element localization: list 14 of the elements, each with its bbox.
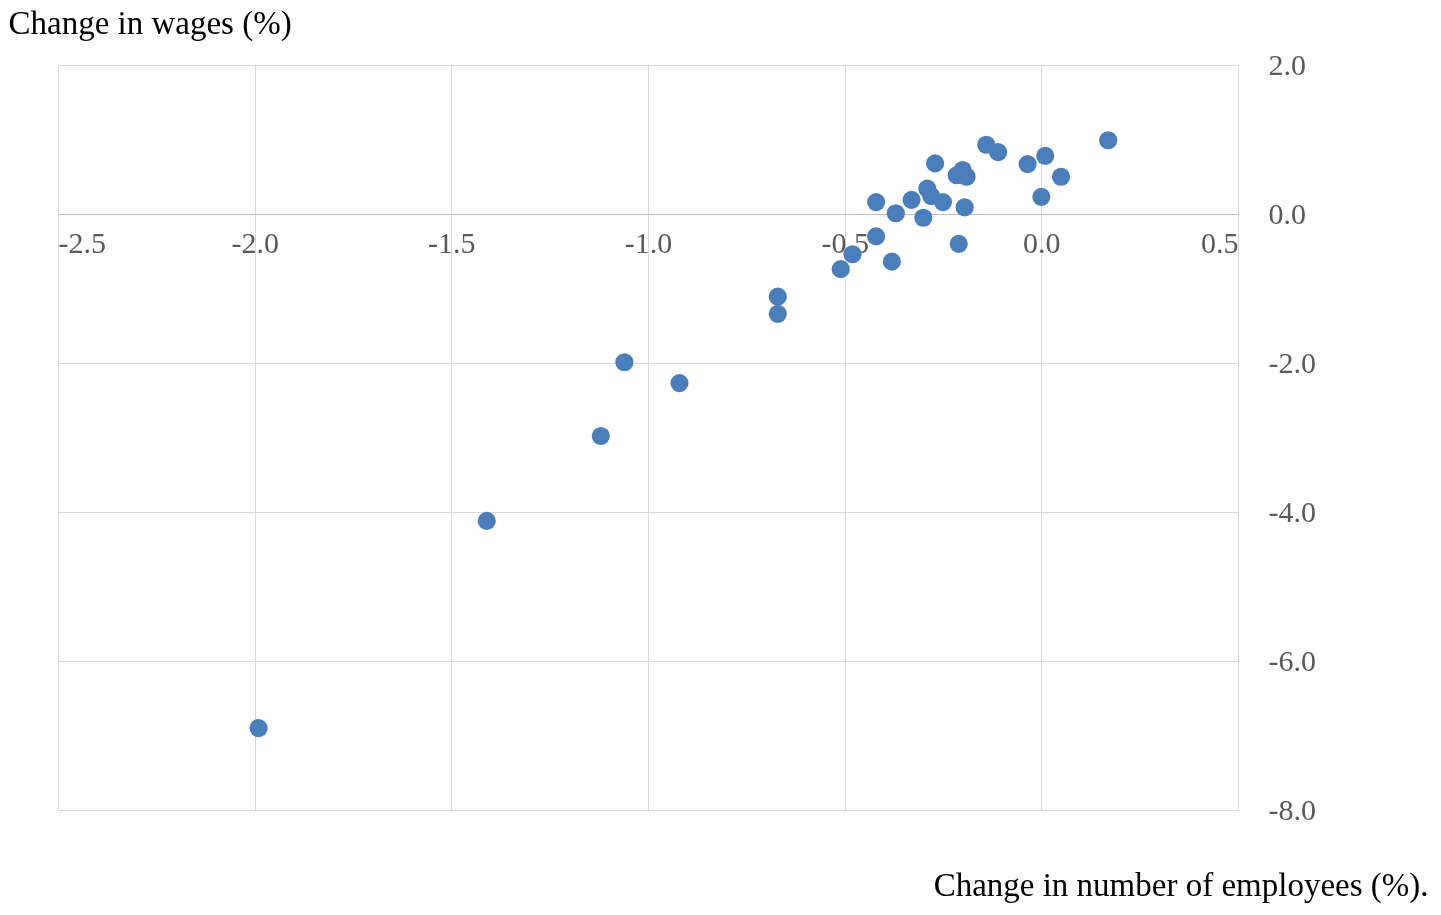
y-tick-label: -6.0: [1268, 643, 1316, 677]
x-tick-label: -2.0: [231, 225, 279, 259]
y-tick-label: -4.0: [1268, 494, 1316, 528]
y-axis-title: Change in wages (%): [8, 4, 292, 42]
x-axis-title: Change in number of employees (%).: [933, 866, 1429, 904]
y-tick-label: 2.0: [1268, 47, 1306, 81]
x-tick-label: 0.0: [1023, 225, 1061, 259]
x-tick-label: -2.5: [58, 225, 106, 259]
x-tick-label: -1.0: [624, 225, 673, 259]
x-tick-label: -1.5: [428, 225, 476, 259]
x-tick-label: 0.5: [1201, 225, 1239, 259]
y-tick-label: 0.0: [1268, 196, 1306, 230]
y-tick-label: -8.0: [1268, 792, 1316, 826]
y-tick-label: -2.0: [1268, 345, 1316, 379]
